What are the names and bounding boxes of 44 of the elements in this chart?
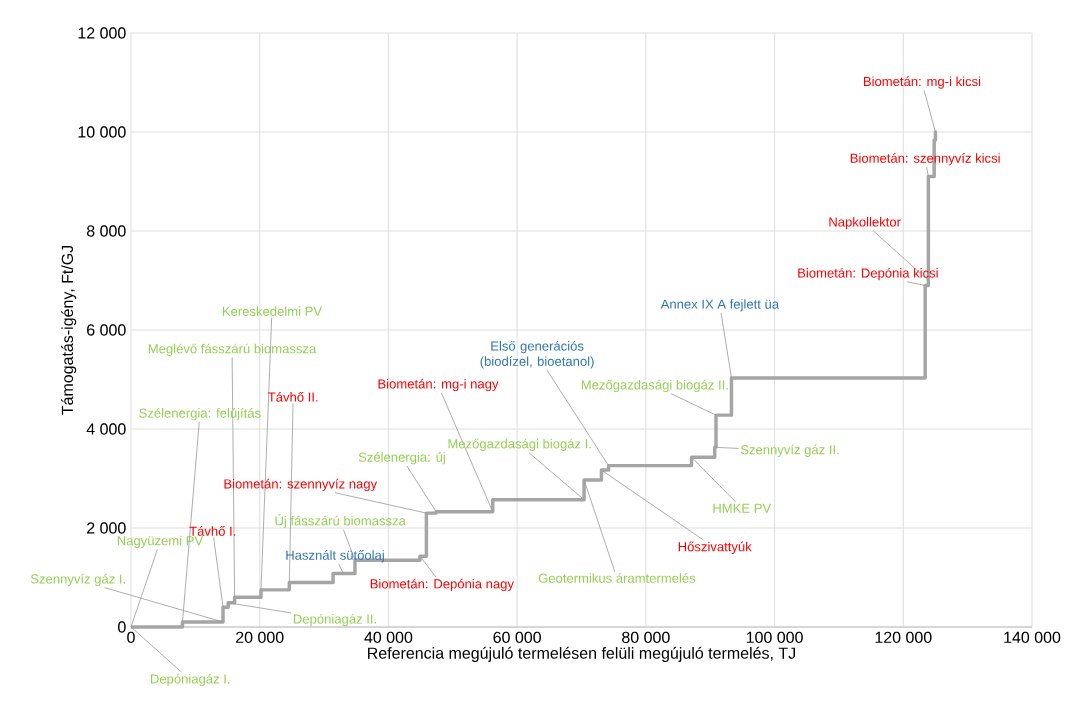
annotation: Biometán: szennyvíz nagy [224,478,378,492]
annotation: Mezőgazdasági biogáz II. [581,379,728,393]
x-tick-label: 20 000 [236,631,284,644]
annotation: Geotermikus áramtermelés [538,573,696,583]
x-tick-label: 120 000 [875,631,932,644]
annotation: Távhő I. [189,526,236,536]
annotation: Biometán: mg-i kicsi [863,76,981,89]
annotation: Biometán: Depónia nagy [370,578,514,592]
y-tick-label: 12 000 [78,27,126,39]
x-tick-label: 100 000 [746,631,803,644]
annotation: Annex IX A fejlett üa [660,299,780,312]
x-tick-label: 60 000 [493,631,541,644]
annotation: Szennyvíz gáz I. [30,573,125,587]
annotation: Depóniagáz I. [150,673,230,687]
annotation: Hőszivattyúk [678,541,752,554]
annotation: Nagyüzemi PV [117,535,204,548]
annotation: Biometán: szennyvíz kicsi [850,153,1000,166]
y-tick-label: 4 000 [86,423,126,435]
annotation: Kereskedelmi PV [222,306,322,316]
annotation: Új fásszárú biomassza [275,514,406,529]
y-axis-title: Támogatás-igény, Ft/GJ [61,245,77,415]
annotation: Használt sütőolaj [286,550,384,563]
annotation: Napkollektor [829,216,901,230]
annotation: Biometán: Depónia kicsi [798,267,938,281]
annotation: Távhő II. [268,391,318,402]
x-axis-title: Referencia megújuló termelésen felüli megújuló termelés, TJ [368,646,795,662]
y-tick-label: 8 000 [86,225,126,237]
annotation: Biometán: mg-i nagy [378,378,499,392]
x-tick-label: 80 000 [622,631,670,644]
annotation: HMKE PV [713,503,772,513]
y-tick-label: 10 000 [78,126,126,138]
annotation: Mezőgazdasági biogáz I. [448,438,591,451]
y-tick-label: 6 000 [87,324,126,336]
y-tick-label: 0 [118,621,126,633]
annotation: Szélenergia: felújítás [139,407,261,421]
annotation: Depóniagáz II. [293,613,376,627]
y-tick-label: 2 000 [87,522,126,534]
annotation: Szennyvíz gáz II. [740,444,839,457]
annotation: Meglévő fásszárú biomassza [148,343,317,356]
annotation: Első generációs (biodízel, bioetanol) [480,340,594,369]
x-tick-label: 40 000 [364,631,413,644]
x-tick-label: 0 [127,631,135,644]
x-tick-label: 140 000 [1004,631,1061,644]
annotation: Szélenergia: új [358,452,445,465]
